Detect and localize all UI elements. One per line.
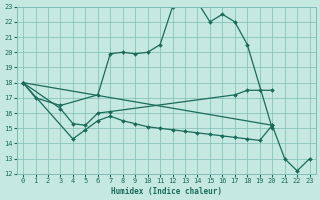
- X-axis label: Humidex (Indice chaleur): Humidex (Indice chaleur): [111, 187, 222, 196]
